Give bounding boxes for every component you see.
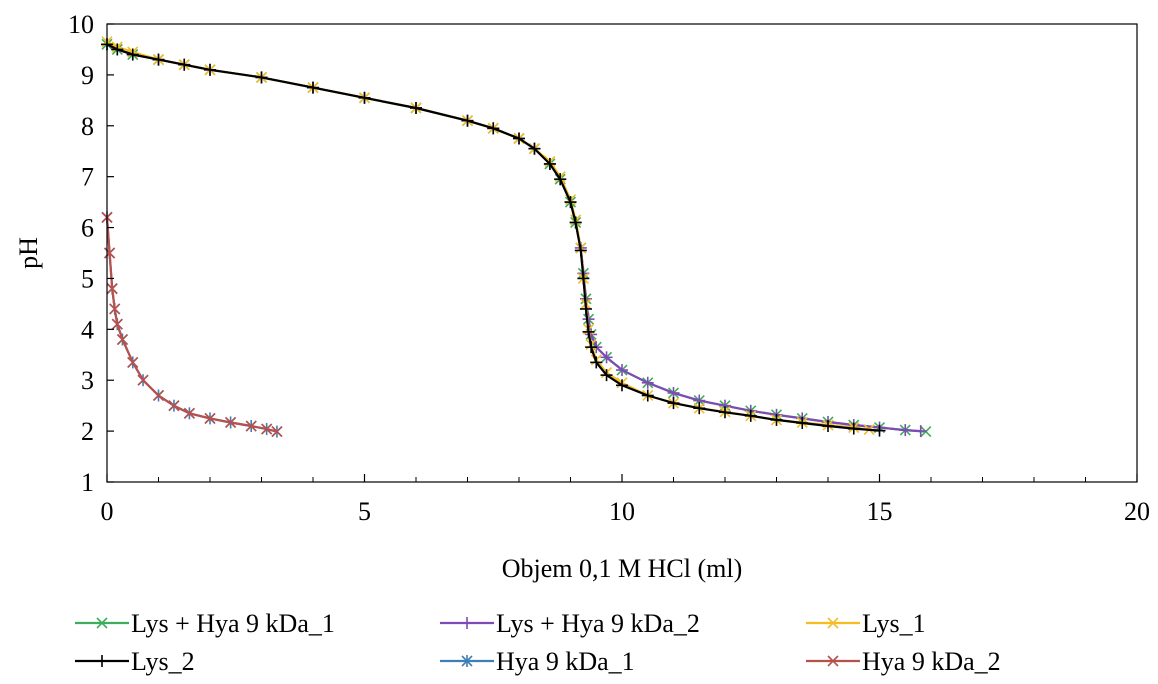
legend-item: Lys_2 [75,647,195,676]
data-point [847,422,860,435]
data-point [577,272,590,285]
legend-marker [96,617,108,629]
legend-label: Lys + Hya 9 kDa_1 [131,609,335,638]
data-point [225,416,237,429]
data-point [574,244,587,257]
y-tick-label: 10 [68,10,94,39]
data-point [582,325,595,338]
data-point [255,71,268,84]
data-point [106,283,118,295]
legend-item: Lys + Hya 9 kDa_2 [440,609,700,638]
data-point [204,63,216,76]
x-tick-label: 5 [358,497,371,526]
data-point [126,48,139,61]
legend-item: Hya 9 kDa_2 [806,647,1001,676]
y-tick-label: 4 [81,315,94,344]
data-point [127,356,139,368]
data-point [579,302,592,315]
x-tick-label: 20 [1124,497,1150,526]
y-tick-label: 6 [81,214,94,243]
data-point [137,374,149,386]
legend-marker [827,617,839,629]
data-point [796,416,809,429]
data-point [616,364,628,377]
legend-label: Lys + Hya 9 kDa_2 [496,609,700,638]
series-line [105,217,278,433]
data-point [641,376,654,389]
data-point [183,407,195,419]
plot-series [101,36,932,438]
y-tick-label: 2 [81,417,94,446]
data-point [307,81,319,94]
data-point [204,412,216,424]
data-point [554,173,567,186]
data-point [152,53,165,66]
data-point [109,303,121,315]
data-point [600,369,613,382]
y-tick-label: 1 [81,468,94,497]
x-tick-label: 10 [609,497,635,526]
x-tick-label: 15 [867,497,893,526]
legend-label: Lys_1 [862,609,926,638]
y-tick-label: 3 [81,366,94,395]
legend-marker [96,655,108,667]
legend-label: Hya 9 kDa_1 [496,647,635,676]
data-point [744,409,757,422]
data-point [719,406,731,419]
legend-marker [827,655,839,667]
data-point [261,423,273,435]
data-point [564,196,577,209]
y-tick-label: 9 [81,61,94,90]
data-point [178,58,191,71]
data-point [822,420,834,433]
legend-item: Hya 9 kDa_1 [440,647,635,676]
data-point [667,386,680,399]
series-6 [101,211,283,438]
data-point [168,400,180,412]
axes: 1 2 3 4 5 6 7 8 9 10 0 5 10 15 20 [68,10,1150,526]
data-point [590,356,603,369]
legend-item: Lys + Hya 9 kDa_1 [75,609,335,638]
data-point [116,333,129,346]
series-4 [101,38,886,437]
y-tick-label: 5 [81,264,94,293]
data-point [410,101,422,114]
legend: Lys + Hya 9 kDa_1 Lys + Hya 9 kDa_2 Lys_1 L… [75,609,1001,676]
data-point [245,420,257,432]
legend-item: Lys_1 [806,609,926,638]
data-point [569,216,582,229]
y-tick-label: 8 [81,112,94,141]
data-point [600,351,613,364]
data-point [271,426,283,438]
data-point [873,424,886,437]
data-point [528,142,541,155]
data-point [693,402,706,415]
y-axis-title: pH [14,237,43,269]
data-point [487,122,500,135]
data-point [641,389,654,402]
data-point [667,397,680,410]
data-point [513,132,525,145]
data-point [543,157,556,170]
legend-marker [461,655,473,667]
data-point [616,379,628,392]
data-point [152,389,165,402]
data-point [914,425,927,438]
y-tick-label: 7 [81,163,94,192]
data-point [585,341,598,354]
legend-label: Hya 9 kDa_2 [862,647,1001,676]
x-axis-title: Objem 0,1 M HCl (ml) [502,554,743,583]
data-point [770,413,783,426]
x-tick-label: 0 [101,497,114,526]
data-point [111,43,124,56]
data-point [899,424,912,437]
data-point [358,91,371,104]
data-point [104,247,116,259]
data-point [111,318,123,330]
legend-marker [461,617,473,629]
legend-label: Lys_2 [131,647,195,676]
data-point [461,114,474,127]
